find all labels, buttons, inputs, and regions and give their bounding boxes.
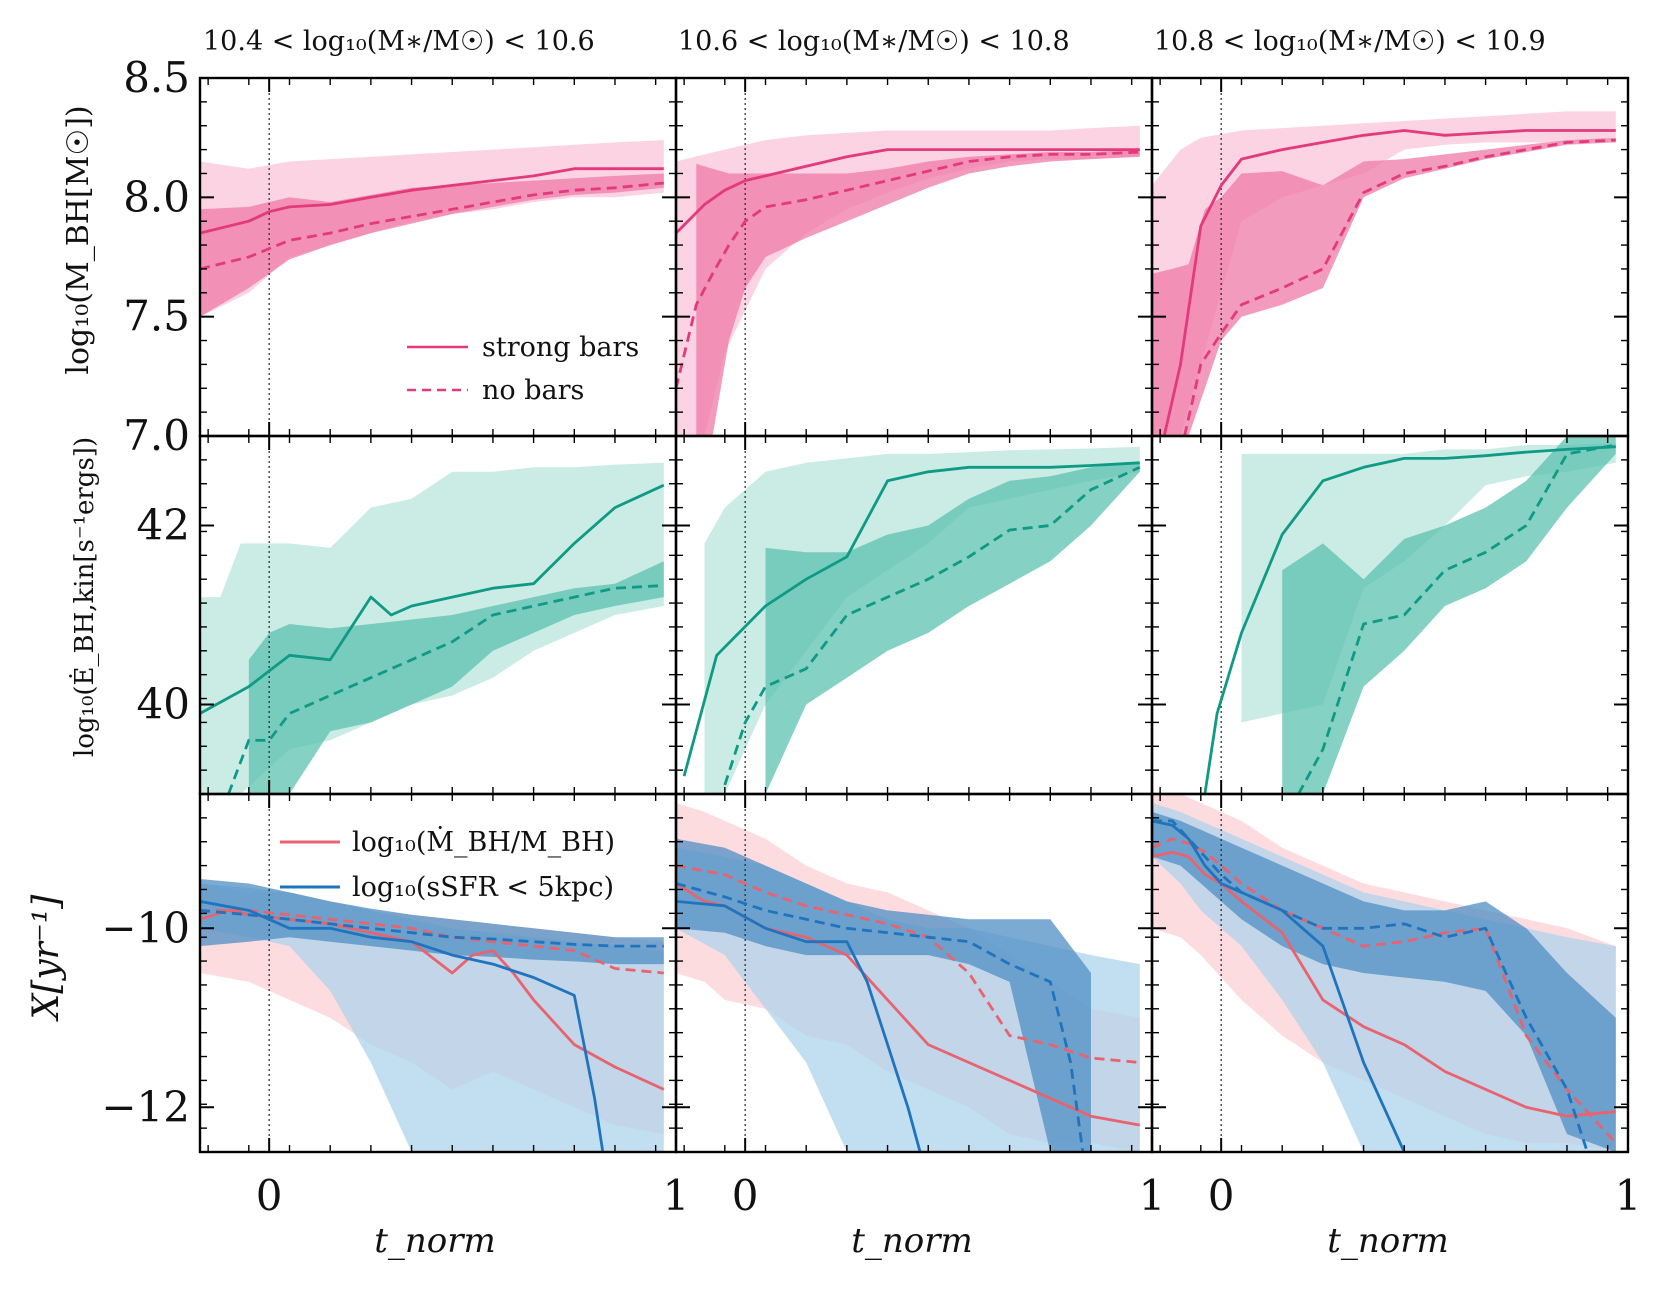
- series-ratio-1-4: [200, 909, 664, 948]
- xtick-label-1-1: 0: [256, 1171, 283, 1220]
- frame-ratio-3: [1150, 792, 1630, 1154]
- legend-top: strong bars no bars: [407, 332, 639, 406]
- series-ratio-2-2: [676, 864, 1140, 1064]
- band-ekin-2-1: [704, 446, 1140, 794]
- series-mbh-1-1: [200, 167, 664, 235]
- series-ekin-1-2: [227, 584, 664, 794]
- panel-ekin-2: [682, 436, 1141, 794]
- xtick-label-3-1: 0: [1208, 1171, 1235, 1220]
- legend-strong-bars-label: strong bars: [482, 332, 639, 363]
- series-ratio-2-4: [676, 882, 1085, 1152]
- col-title-2: 10.6 < log₁₀(M∗/M☉) < 10.8: [678, 26, 1070, 57]
- ytick-label-ratio-1: −10: [101, 903, 190, 952]
- series-mbh-2-2: [676, 150, 1140, 389]
- series-ratio-1-2: [200, 909, 664, 975]
- band-ratio-1-3: [200, 879, 664, 965]
- ylabel-row-2: log₁₀(Ė_BH,kin[s⁻¹ergs]): [69, 437, 100, 757]
- band-ratio-3-3: [1152, 811, 1616, 1152]
- series-ratio-3-1: [1152, 850, 1616, 1118]
- panel-ekin-3: [1203, 436, 1617, 794]
- series-ekin-1-1: [200, 483, 665, 715]
- legend-ssfr-label: log₁₀(sSFR < 5kpc): [352, 872, 614, 903]
- series-ekin-3-1: [1203, 445, 1616, 794]
- col-title-3: 10.8 < log₁₀(M∗/M☉) < 10.9: [1154, 26, 1546, 57]
- series-ekin-2-1: [682, 461, 1140, 777]
- legend-no-bars-label: no bars: [482, 375, 584, 406]
- ytick-label-mbh-3: 8.0: [123, 172, 190, 221]
- series-mbh-1-2: [200, 181, 664, 271]
- ylabel-row-3: X[yr⁻¹]: [26, 894, 67, 1023]
- panel-mbh-3: [1152, 78, 1616, 436]
- xtick-label-1-2: 1: [663, 1171, 690, 1220]
- series-ekin-2-2: [723, 466, 1141, 786]
- ytick-label-ratio-2: −12: [101, 1082, 190, 1131]
- band-ekin-2-2: [765, 462, 1140, 794]
- panel-ratio-3: [1152, 794, 1617, 1152]
- xtick-label-2-1: 0: [732, 1171, 759, 1220]
- band-mbh-2-2: [696, 149, 1140, 436]
- panel-mbh-2: [676, 78, 1140, 436]
- panels-layer: [200, 78, 1617, 1152]
- legend-mdot-label: log₁₀(Ṁ_BH/M_BH): [352, 825, 615, 858]
- panel-ratio-1: [200, 794, 665, 1152]
- ytick-label-mbh-2: 7.5: [123, 292, 190, 341]
- ytick-label-mbh-1: 7.0: [123, 411, 190, 460]
- panel-mbh-1: [200, 78, 664, 436]
- panel-ekin-1: [200, 436, 665, 794]
- series-mbh-3-1: [1162, 129, 1616, 436]
- panel-ratio-2: [676, 794, 1141, 1152]
- col-title-1: 10.4 < log₁₀(M∗/M☉) < 10.6: [203, 26, 595, 57]
- band-mbh-3-2: [1152, 137, 1616, 436]
- xlabel-col-2: t_norm: [851, 1221, 973, 1261]
- ytick-label-ekin-2: 42: [137, 501, 190, 550]
- series-ratio-3-4: [1152, 819, 1589, 1152]
- legend-bottom: log₁₀(Ṁ_BH/M_BH) log₁₀(sSFR < 5kpc): [280, 825, 615, 903]
- xtick-label-2-2: 1: [1139, 1171, 1166, 1220]
- series-mbh-2-1: [676, 148, 1140, 235]
- ytick-label-mbh-4: 8.5: [123, 53, 190, 102]
- xlabel-col-3: t_norm: [1327, 1221, 1449, 1261]
- series-ekin-3-2: [1297, 443, 1617, 794]
- band-mbh-1-2: [200, 173, 664, 317]
- series-mbh-3-2: [1183, 138, 1616, 436]
- band-ekin-1-2: [248, 561, 664, 794]
- series-ratio-1-3: [200, 900, 605, 1152]
- band-ekin-3-2: [1282, 436, 1616, 794]
- xlabel-col-1: t_norm: [374, 1221, 496, 1261]
- series-ratio-2-3: [676, 900, 922, 1152]
- xtick-label-3-2: 1: [1615, 1171, 1642, 1220]
- band-ratio-2-3: [676, 838, 1091, 1152]
- ytick-label-ekin-1: 40: [137, 680, 190, 729]
- ylabel-row-1: log₁₀(M_BH[M☉]): [61, 105, 96, 374]
